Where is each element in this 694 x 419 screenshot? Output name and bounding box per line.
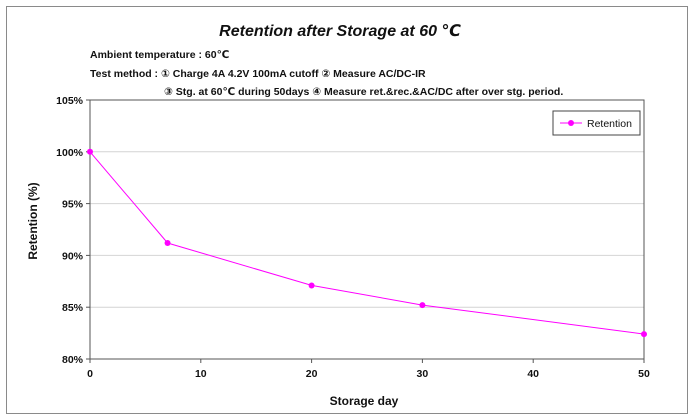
x-tick-label-30: 30 xyxy=(417,368,429,380)
x-tick-label-0: 0 xyxy=(87,368,93,380)
y-tick-label-80: 80% xyxy=(62,354,84,366)
y-tick-label-95: 95% xyxy=(62,199,84,211)
grid-lines xyxy=(90,151,644,308)
y-tick-label-85: 85% xyxy=(62,302,84,314)
legend-label: Retention xyxy=(587,118,632,130)
data-point-30 xyxy=(419,302,426,309)
y-axis-ticks: 80% 85% 90% 95% 100% 105% xyxy=(56,95,90,366)
x-tick-label-20: 20 xyxy=(306,368,318,380)
note-ambient-temperature: Ambient temperature : 60℃ xyxy=(90,49,229,61)
y-tick-label-105: 105% xyxy=(56,95,84,107)
data-point-20 xyxy=(308,282,315,289)
data-point-0 xyxy=(87,148,93,155)
chart-frame: Retention after Storage at 60 ℃ Ambient … xyxy=(6,6,688,414)
legend: Retention xyxy=(552,110,641,136)
data-point-7 xyxy=(164,239,171,246)
x-axis-ticks: 0 10 20 30 40 50 xyxy=(87,359,650,380)
x-tick-label-10: 10 xyxy=(195,368,207,380)
note-test-method: Test method : ① Charge 4A 4.2V 100mA cut… xyxy=(90,68,426,80)
plot-area xyxy=(89,99,645,360)
series-layer xyxy=(87,148,647,338)
y-tick-label-100: 100% xyxy=(56,147,84,159)
y-tick-label-90: 90% xyxy=(62,250,84,262)
note-test-method-continued: ③ Stg. at 60℃ during 50days ④ Measure re… xyxy=(164,86,563,98)
x-tick-label-50: 50 xyxy=(638,368,650,380)
y-axis-label: Retention (%) xyxy=(26,182,40,259)
x-axis-label: Storage day xyxy=(330,394,399,408)
data-point-50 xyxy=(641,331,647,338)
chart-title: Retention after Storage at 60 ℃ xyxy=(219,23,461,40)
x-tick-label-40: 40 xyxy=(527,368,539,380)
retention-chart: Retention after Storage at 60 ℃ Ambient … xyxy=(26,23,650,408)
legend-marker xyxy=(568,120,574,126)
